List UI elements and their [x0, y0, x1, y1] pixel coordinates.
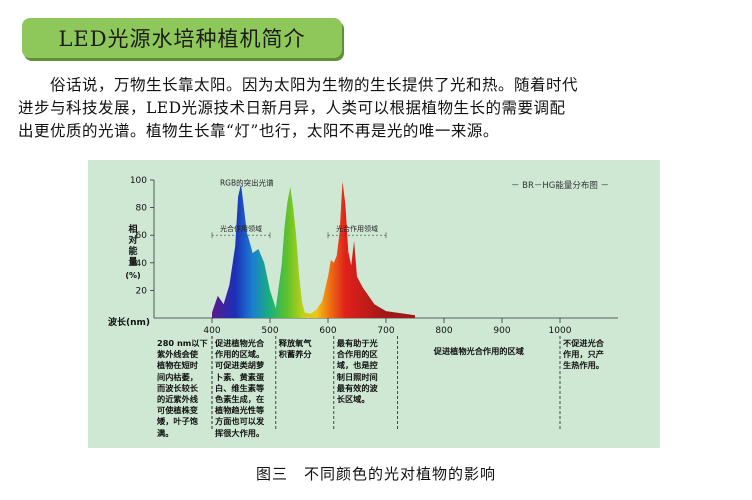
region-note-line: 不促进光合: [563, 338, 604, 348]
x-axis-label: 波长(nm): [108, 316, 150, 328]
region-note-line: 作用，只产: [563, 349, 604, 360]
region-note-line: 挥很大作用。: [215, 427, 265, 438]
y-tick-label: 40: [136, 259, 148, 269]
y-axis-label-char: 量: [128, 256, 137, 268]
region-note: 280 nm以下 紫外线会使 植物在短时 间内枯萎， 而波长较长 的近紫外线 可使植株变 矮，…: [157, 338, 209, 439]
region-note-line: 的近紫外线: [157, 394, 198, 405]
y-axis-label-char: 对: [128, 234, 137, 246]
y-tick-label: 20: [136, 286, 148, 296]
x-tick-label: 700: [377, 326, 394, 336]
region-note-line: 矮，叶子饱: [157, 416, 198, 427]
x-tick-label: 1000: [549, 326, 572, 336]
x-tick-label: 400: [203, 326, 220, 336]
region-note-line: 植物在短时: [157, 360, 198, 371]
region-note-line: 制日照时间: [336, 371, 378, 382]
x-tick-label: 600: [319, 326, 336, 336]
region-note-line: 280 nm以下: [157, 338, 208, 348]
region-note-line: 间内枯萎，: [157, 371, 198, 382]
x-tick-label: 800: [435, 326, 452, 336]
annotation-photosynthesis-2-label: 光合作用领域: [336, 224, 378, 233]
y-axis-label-char: 能: [128, 245, 137, 257]
y-tick-label: 60: [136, 231, 148, 241]
region-note: 不促进光合 作用，只产 生热作用。: [563, 338, 615, 372]
spectrum-figure: － BR－HG能量分布图 － 相对能量 (%) 100 80 60 40 20 波长(nm) 40…: [88, 160, 660, 448]
region-note-line: 紫外线会使: [157, 349, 198, 360]
region-note-line: 方面也可以发: [215, 416, 265, 427]
region-note-line: 卜素、黄素蛋: [215, 371, 265, 382]
annotation-photosynthesis-1-label: 光合作用领域: [220, 224, 262, 233]
y-axis-unit: (%): [125, 271, 140, 280]
region-note-line: 可使植株变: [157, 405, 198, 416]
region-note-line: 最有效的波: [336, 382, 378, 393]
paragraph-line: 进步与科技发展，LED光源技术日新月异，人类可以根据植物生长的需要调配: [18, 99, 566, 117]
region-note-line: 积蓄养分: [278, 349, 312, 360]
region-note-line: 促进植物光合: [215, 338, 265, 348]
spectrum-area: [212, 181, 415, 318]
region-note-line: 合作用的区: [336, 349, 378, 360]
region-note: 促进植物光合作用的区域: [401, 346, 557, 357]
x-tick-label: 500: [261, 326, 278, 336]
page-title: LED光源水培种植机简介: [58, 27, 306, 51]
region-note-line: 释放氧气: [278, 338, 312, 348]
region-note-line: 促进植物光合作用的区域: [433, 346, 524, 356]
annotation-rgb: RGB的突出光谱: [220, 178, 274, 188]
region-note-line: 植物趋光性等: [215, 405, 265, 416]
region-note-line: 白、维生素等: [215, 382, 265, 393]
paragraph-line: 出更优质的光谱。植物生长靠“灯”也行，太阳不再是光的唯一来源。: [18, 122, 499, 140]
x-tick-label: 900: [493, 326, 510, 336]
region-note-line: 色素生成，在: [215, 394, 265, 405]
region-note-line: 域，也是控: [336, 360, 378, 371]
y-tick-label: 80: [136, 204, 148, 214]
title-banner: LED光源水培种植机简介: [22, 18, 342, 58]
chart-title: － BR－HG能量分布图 －: [511, 180, 609, 191]
y-tick-label: 100: [130, 176, 147, 186]
region-note: 释放氧气 积蓄养分: [279, 338, 331, 360]
region-note-line: 作用的区域。: [215, 349, 265, 360]
region-note-line: 满。: [157, 427, 174, 438]
region-note-line: 而波长较长: [157, 382, 198, 393]
region-note-line: 长区域。: [336, 394, 370, 405]
paragraph-line: 俗话说，万物生长靠太阳。因为太阳为生物的生长提供了光和热。随着时代: [18, 76, 579, 94]
region-note-line: 生热作用。: [563, 360, 604, 371]
figure-caption: 图三 不同颜色的光对植物的影响: [255, 465, 496, 483]
y-axis-label-char: 相: [128, 223, 137, 235]
region-note: 促进植物光合 作用的区域。 可促进类胡萝 卜素、黄素蛋 白、维生素等 色素生成，在 植物趋光…: [215, 338, 273, 439]
intro-paragraph: 俗话说，万物生长靠太阳。因为太阳为生物的生长提供了光和热。随着时代 进步与科技发…: [18, 74, 738, 143]
region-note-line: 最有助于光: [336, 338, 378, 348]
region-note-line: 可促进类胡萝: [215, 360, 265, 371]
region-note: 最有助于光 合作用的区 域，也是控 制日照时间 最有效的波 长区域。: [337, 338, 395, 405]
